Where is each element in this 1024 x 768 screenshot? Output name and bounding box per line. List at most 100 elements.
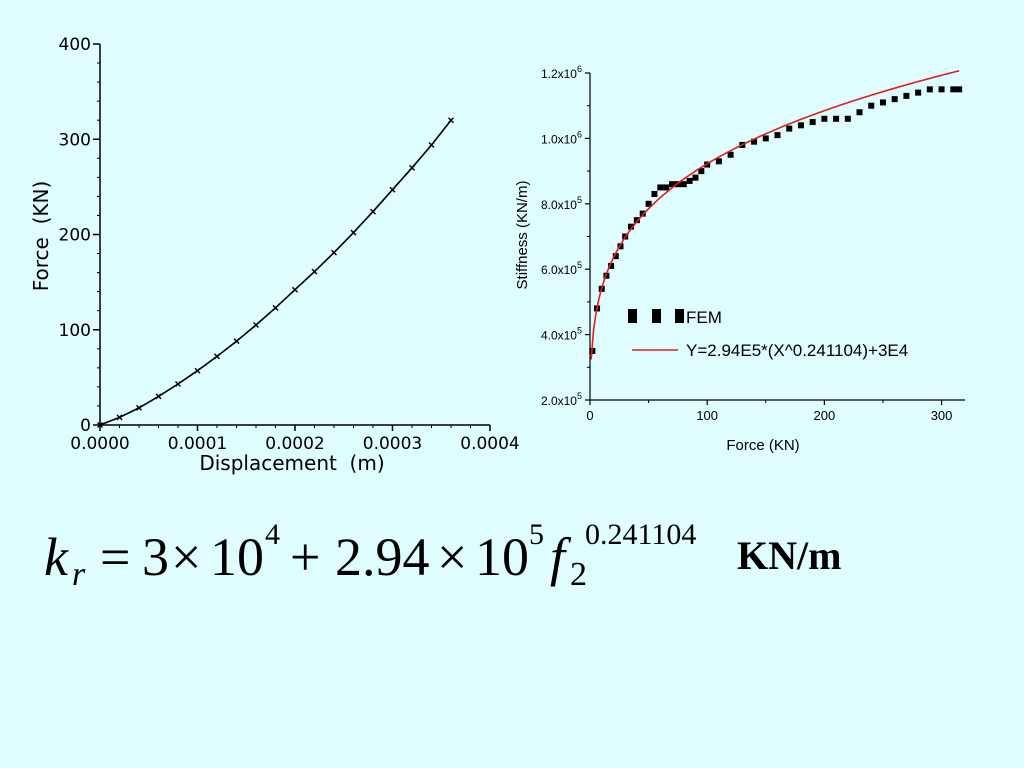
chart1-x-tick-label: 0.0001 (168, 434, 227, 454)
chart2-fem-point (651, 190, 658, 197)
chart1-point (175, 381, 181, 388)
chart1-y-tick-label: 300 (59, 130, 91, 150)
chart2-fem-point (633, 217, 640, 224)
chart2-fem-point (680, 181, 687, 188)
chart2-xlabel: Force (KN) (726, 437, 799, 454)
formula-f: f (550, 527, 566, 587)
chart1-point (97, 422, 103, 428)
chart2-y-tick-label: 6.0x105 (541, 260, 582, 277)
chart1-point (253, 321, 259, 328)
chart2-fem-point (809, 119, 816, 126)
chart2-fem-point (868, 102, 875, 109)
legend-fit-label: Y=2.94E5*(X^0.241104)+3E4 (686, 341, 908, 360)
chart2-fem-point (879, 99, 886, 106)
chart2-fem-point (628, 223, 635, 230)
chart2-fem-point (762, 135, 769, 142)
chart2-fem-point (686, 177, 693, 184)
chart2-fem-point (639, 210, 646, 217)
chart2-fem-point (617, 243, 624, 250)
chart1-point (428, 141, 435, 148)
chart2-fem-point (903, 92, 910, 99)
chart1-point (448, 117, 454, 124)
chart2-fem-point (608, 262, 615, 269)
chart2-y-tick-label: 1.2x106 (541, 64, 582, 81)
chart1-point (331, 249, 337, 256)
chart2-fem-point (797, 122, 804, 129)
chart1-point (272, 304, 279, 311)
chart1-x-tick-label: 0.0004 (460, 434, 519, 454)
chart1-point (370, 208, 376, 215)
chart1-ylabel: Force (KN) (29, 181, 53, 292)
chart2-fem-point (751, 138, 758, 145)
chart2-x-tick-label: 0 (586, 408, 593, 423)
stiffness-formula: k r = 3 × 10 4 + 2.94 × 10 5 f 2 0.24110… (40, 512, 900, 602)
chart2-y-tick-label: 4.0x105 (541, 326, 582, 343)
chart1-series-line (99, 119, 452, 426)
chart2-fem-point (833, 115, 840, 122)
chart2-fem-point (844, 115, 851, 122)
legend-fem-marker (675, 309, 684, 323)
chart2-fem-point (698, 168, 705, 175)
chart1-y-tick-label: 200 (59, 226, 91, 246)
formula-coef: 2.94 (335, 527, 430, 587)
chart1-y-tick-label: 0 (80, 416, 91, 436)
chart1-axes (99, 44, 490, 426)
formula-k: k (44, 527, 68, 587)
formula-ten-2: 10 (475, 527, 529, 587)
chart2-fem-point (891, 96, 898, 103)
chart2-fem-point (950, 86, 957, 93)
chart2-fem-point (669, 181, 676, 188)
formula-unit: KN/m (737, 533, 842, 578)
chart2-fit-curve (590, 70, 960, 360)
chart2-fem-point (727, 151, 734, 158)
chart2-fem-point (612, 253, 619, 260)
chart1-xlabel: Displacement (m) (199, 451, 384, 475)
formula-times-1: × (171, 527, 202, 587)
chart2-fem-point (956, 86, 963, 93)
chart2-x-tick-label: 300 (931, 408, 953, 423)
chart2-fem-point (657, 184, 664, 191)
chart2-fem-point (663, 184, 670, 191)
chart1-point (292, 286, 298, 293)
chart2-fem-point (926, 86, 933, 93)
chart2-fem-point (821, 115, 828, 122)
chart2-fem-point (715, 158, 722, 165)
formula-ten-1: 10 (210, 527, 264, 587)
chart1-point (194, 367, 201, 374)
chart2-x-tick-label: 200 (814, 408, 836, 423)
legend-fem-marker (652, 309, 661, 323)
chart1-point (311, 268, 318, 275)
formula-r: r (72, 556, 86, 593)
chart1-point (409, 164, 415, 171)
chart1-point (214, 353, 220, 360)
chart1-point (389, 186, 396, 193)
chart1-point (136, 404, 142, 411)
chart2-fem-point (645, 200, 652, 207)
chart1-point (233, 338, 240, 345)
chart2-legend: FEM Y=2.94E5*(X^0.241104)+3E4 (628, 308, 908, 360)
chart1-y-tick-label: 100 (59, 321, 91, 341)
formula-equals: = (100, 527, 131, 587)
chart1-x-tick-label: 0.0002 (265, 434, 324, 454)
chart1-x-tick-label: 0.0000 (70, 434, 129, 454)
formula-exp-1: 4 (265, 518, 280, 551)
chart2-fem-point (774, 132, 781, 139)
chart2-y-tick-label: 1.0x106 (541, 129, 582, 146)
chart2-x-tick-label: 100 (696, 408, 718, 423)
chart2-y-tick-label: 8.0x105 (541, 195, 582, 212)
formula-three: 3 (142, 527, 169, 587)
formula-two: 2 (570, 556, 587, 593)
chart2-fem-point (938, 86, 945, 93)
chart2-fem-point (786, 125, 793, 132)
stiffness-force-chart: 0 100 200 300 2.0x105 4.0x105 6.0x105 8.0x105 1… (514, 64, 965, 454)
chart2-fem-point (856, 109, 863, 116)
chart2-ylabel: Stiffness (KN/m) (514, 181, 531, 290)
chart1-point (350, 229, 357, 236)
legend-fem-marker (628, 309, 637, 323)
chart1-x-tick-label: 0.0003 (363, 434, 422, 454)
chart1-y-tick-label: 400 (59, 35, 91, 55)
force-displacement-chart: 0.0000 0.0001 0.0002 0.0003 0.0004 0 100 200 30… (29, 35, 520, 475)
chart1-point (116, 414, 123, 421)
chart1-point (155, 393, 162, 400)
formula-plus: + (290, 527, 321, 587)
